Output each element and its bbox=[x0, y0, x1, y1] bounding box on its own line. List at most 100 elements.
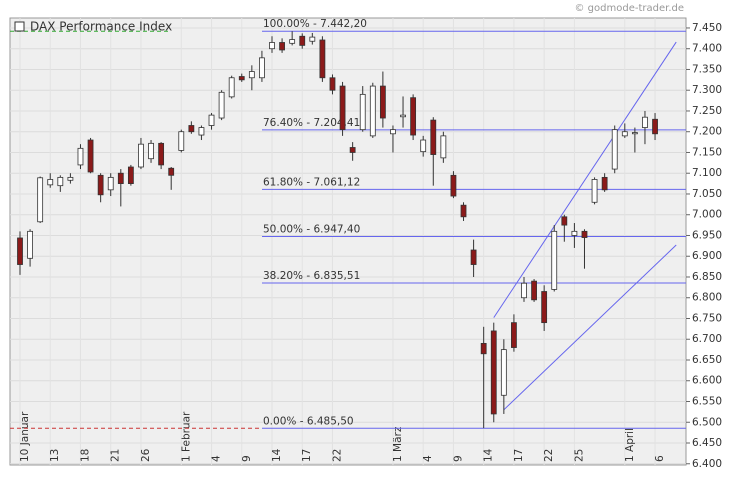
x-tick-label: 6 bbox=[654, 455, 666, 462]
candle-body bbox=[410, 97, 417, 136]
candle-body bbox=[430, 119, 437, 155]
candle-body bbox=[77, 147, 84, 166]
y-tick-label: 6.550 bbox=[692, 395, 722, 407]
candle-body bbox=[259, 57, 265, 79]
candle-body bbox=[379, 85, 386, 119]
candle-body bbox=[329, 77, 336, 91]
legend-label: DAX Performance Index bbox=[30, 20, 172, 34]
x-tick-label: 1 April bbox=[624, 428, 636, 462]
candle-body bbox=[269, 42, 275, 50]
y-tick-label: 7.450 bbox=[692, 22, 722, 34]
candle-body bbox=[87, 139, 94, 173]
candle-body bbox=[500, 349, 507, 396]
x-tick-label: 10 Januar bbox=[19, 411, 31, 462]
x-tick-label: 17 bbox=[301, 449, 313, 462]
fib-label: 61.80% - 7.061,12 bbox=[263, 176, 360, 188]
x-tick-label: 18 bbox=[79, 449, 91, 462]
candle-body bbox=[208, 114, 215, 126]
candle-body bbox=[309, 36, 316, 42]
watermark: © godmode-trader.de bbox=[575, 3, 685, 14]
candle-body bbox=[561, 216, 568, 226]
fib-label: 50.00% - 6.947,40 bbox=[263, 224, 360, 236]
candle-body bbox=[148, 142, 154, 160]
candle-body bbox=[27, 230, 33, 259]
candle-body bbox=[642, 116, 648, 128]
x-tick-label: 17 bbox=[513, 449, 525, 462]
candle-body bbox=[279, 42, 285, 51]
candle-body bbox=[369, 85, 376, 137]
x-tick-label: 14 bbox=[483, 448, 495, 462]
x-tick-label: 14 bbox=[271, 448, 283, 462]
candle-body bbox=[158, 142, 165, 166]
candle-body bbox=[470, 249, 477, 265]
y-tick-label: 6.600 bbox=[692, 375, 722, 387]
candle-body bbox=[460, 204, 467, 218]
y-tick-label: 6.750 bbox=[692, 312, 722, 324]
x-tick-label: 26 bbox=[140, 448, 152, 462]
candle-body bbox=[652, 118, 658, 135]
candle-body bbox=[67, 176, 74, 181]
y-tick-label: 7.250 bbox=[692, 105, 722, 117]
y-tick-label: 7.400 bbox=[692, 43, 722, 55]
y-tick-label: 7.300 bbox=[692, 84, 722, 96]
candle-body bbox=[349, 147, 356, 153]
y-tick-label: 7.100 bbox=[692, 167, 722, 179]
y-tick-label: 7.350 bbox=[692, 63, 722, 75]
candle-body bbox=[138, 143, 144, 168]
candle-body bbox=[359, 93, 366, 131]
x-tick-label: 4 bbox=[211, 455, 223, 462]
x-tick-label: 22 bbox=[543, 449, 555, 462]
y-tick-label: 6.850 bbox=[692, 271, 722, 283]
y-tick-label: 6.400 bbox=[692, 458, 722, 470]
x-tick-label: 1 Februar bbox=[180, 411, 192, 462]
plot-area bbox=[9, 17, 687, 466]
candle-body bbox=[107, 176, 114, 191]
y-tick-label: 7.000 bbox=[692, 209, 722, 221]
candle-body bbox=[319, 39, 326, 79]
y-tick-label: 6.650 bbox=[692, 354, 722, 366]
candle-body bbox=[168, 167, 175, 176]
candle-body bbox=[57, 176, 64, 187]
candle-body bbox=[299, 35, 306, 46]
fib-label: 0.00% - 6.485,50 bbox=[263, 415, 354, 427]
candle-body bbox=[117, 172, 124, 185]
x-tick-label: 22 bbox=[331, 449, 343, 462]
y-tick-label: 7.150 bbox=[692, 146, 722, 158]
candle-body bbox=[490, 330, 497, 415]
candle-body bbox=[188, 125, 195, 133]
candle-body bbox=[339, 85, 346, 131]
y-tick-label: 7.200 bbox=[692, 126, 722, 138]
candle-body bbox=[248, 71, 255, 79]
candle-body bbox=[228, 77, 235, 98]
candle-body bbox=[511, 322, 517, 348]
candle-body bbox=[17, 237, 23, 265]
candle-body bbox=[521, 282, 527, 299]
x-tick-label: 9 bbox=[241, 455, 253, 462]
y-tick-label: 6.450 bbox=[692, 437, 722, 449]
candle-body bbox=[450, 174, 457, 197]
legend-swatch bbox=[14, 21, 25, 32]
candle-body bbox=[541, 291, 548, 324]
candle-body bbox=[289, 39, 296, 44]
trend-line bbox=[493, 41, 677, 318]
candle-body bbox=[480, 342, 487, 355]
candle-body bbox=[178, 131, 185, 151]
y-tick-label: 7.050 bbox=[692, 188, 722, 200]
candle-body bbox=[97, 174, 104, 196]
candle-body bbox=[440, 135, 447, 159]
candle-body bbox=[198, 127, 205, 136]
fib-label: 100.00% - 7.442,20 bbox=[263, 18, 367, 30]
x-tick-label: 25 bbox=[573, 449, 585, 462]
fib-label: 76.40% - 7.204,41 bbox=[263, 117, 360, 129]
candle-body bbox=[611, 129, 618, 170]
y-tick-label: 6.900 bbox=[692, 250, 722, 262]
x-tick-label: 13 bbox=[49, 449, 61, 462]
candle-body bbox=[37, 177, 44, 223]
candle-body bbox=[621, 131, 628, 137]
y-tick-label: 6.950 bbox=[692, 229, 722, 241]
y-tick-label: 6.700 bbox=[692, 333, 722, 345]
fib-label: 38.20% - 6.835,51 bbox=[263, 270, 360, 282]
candle-body bbox=[551, 230, 558, 290]
